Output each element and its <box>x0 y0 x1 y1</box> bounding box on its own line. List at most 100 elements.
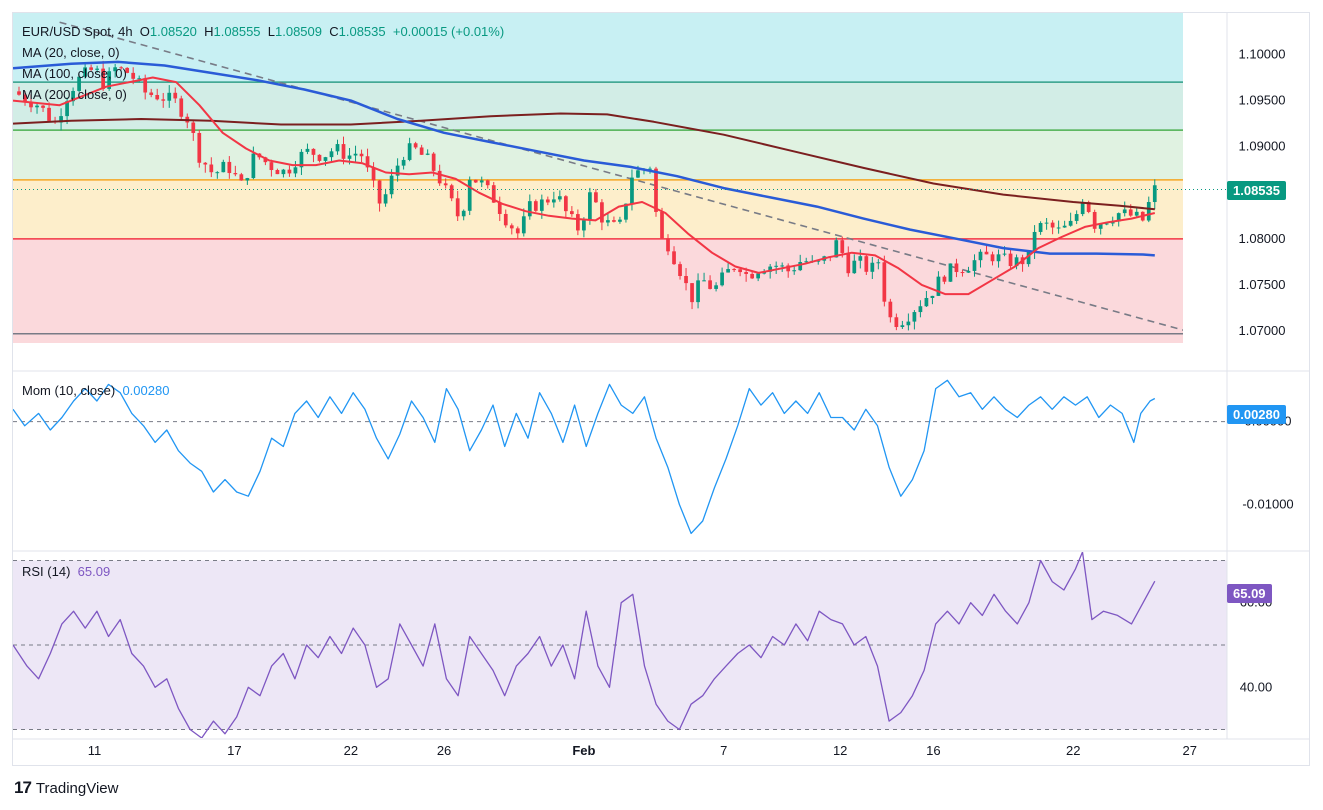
footer-branding[interactable]: 17 TradingView <box>14 778 118 798</box>
candle-body <box>858 256 863 261</box>
candle-body <box>341 144 346 159</box>
candle-body <box>41 105 45 108</box>
candle-body <box>113 67 118 72</box>
price-axis-tick: 1.09000 <box>1239 139 1286 154</box>
time-axis-tick: 26 <box>437 743 451 758</box>
candle-body <box>479 180 484 183</box>
candle-body <box>377 180 382 204</box>
rsi-legend[interactable]: RSI (14) 65.09 <box>22 564 110 579</box>
candle-body <box>654 168 658 212</box>
candle-body <box>1032 231 1037 251</box>
candle-body <box>311 148 316 155</box>
candle-body <box>59 116 63 123</box>
fib-zone-0 <box>13 13 1183 83</box>
candle-body <box>299 151 304 168</box>
candle-body <box>840 240 845 253</box>
candle-body <box>1062 225 1067 228</box>
candle-body <box>383 194 388 204</box>
time-axis-tick: 16 <box>926 743 940 758</box>
time-axis-tick: 27 <box>1182 743 1196 758</box>
candle-body <box>101 68 106 89</box>
candle-body <box>588 192 592 221</box>
candle-body <box>281 169 286 175</box>
candle-body <box>227 161 232 174</box>
rsi-label: RSI (14) <box>22 564 71 579</box>
candle-body <box>545 199 550 203</box>
candle-body <box>1116 213 1121 222</box>
candle-body <box>551 199 556 203</box>
low-value: 1.08509 <box>275 24 322 39</box>
candle-body <box>816 260 821 262</box>
candle-body <box>744 272 748 274</box>
candle-body <box>918 306 923 313</box>
candle-body <box>768 266 773 272</box>
time-axis-tick: 12 <box>833 743 847 758</box>
footer-brand-text: TradingView <box>35 779 119 797</box>
header-legend: EUR/USD Spot, 4h O1.08520 H1.08555 L1.08… <box>22 24 504 39</box>
candle-body <box>425 153 430 155</box>
candle-body <box>1098 223 1103 229</box>
candle-body <box>401 159 406 166</box>
candle-body <box>521 216 526 234</box>
candle-body <box>149 92 154 95</box>
trend-line <box>59 21 1183 331</box>
candle-body <box>1002 253 1007 255</box>
change-value: +0.00015 (+0.01%) <box>392 24 505 39</box>
candle-body <box>269 162 274 171</box>
candle-body <box>17 91 21 95</box>
candle-body <box>449 185 454 199</box>
candle-body <box>179 98 184 117</box>
candle-body <box>455 198 460 217</box>
candle-body <box>443 183 448 186</box>
ma20-legend[interactable]: MA (20, close, 0) <box>22 45 120 60</box>
candle-body <box>708 280 712 289</box>
candle-body <box>323 157 328 161</box>
candle-body <box>1074 214 1079 221</box>
candle-body <box>287 169 292 174</box>
time-axis-tick: 11 <box>88 743 102 758</box>
candle-body <box>557 196 562 200</box>
price-axis-tick: 1.10000 <box>1239 46 1286 61</box>
rsi-axis-tick: 40.00 <box>1240 679 1273 694</box>
candle-body <box>245 178 250 181</box>
candle-body <box>131 72 136 79</box>
high-value: 1.08555 <box>213 24 261 39</box>
candle-body <box>1080 202 1085 215</box>
candle-body <box>960 272 965 274</box>
candle-body <box>161 99 166 101</box>
candle-body <box>503 213 508 226</box>
candle-body <box>1026 250 1031 265</box>
last-price-tag: 1.08535 <box>1227 181 1286 200</box>
price-axis-tick: 1.09500 <box>1239 93 1286 108</box>
candle-body <box>527 201 532 217</box>
candle-body <box>1008 253 1013 267</box>
close-value: 1.08535 <box>338 24 386 39</box>
candle-body <box>563 196 568 212</box>
rsi-value: 65.09 <box>77 564 111 579</box>
candle-body <box>696 280 700 303</box>
candle-body <box>1044 222 1049 224</box>
candle-body <box>1068 220 1073 226</box>
candle-body <box>137 78 142 80</box>
candle-body <box>173 92 178 99</box>
momentum-legend[interactable]: Mom (10, close) 0.00280 <box>22 383 169 398</box>
candle-body <box>353 153 358 156</box>
candle-body <box>251 153 256 179</box>
rsi-line <box>13 552 1156 738</box>
candle-body <box>702 280 706 282</box>
candle-body <box>473 179 478 183</box>
ma200-line <box>13 112 1155 211</box>
candle-body <box>533 201 538 211</box>
time-axis-tick: 17 <box>227 743 241 758</box>
candle-body <box>335 144 340 152</box>
candle-body <box>317 154 322 161</box>
candle-body <box>726 269 730 273</box>
candle-body <box>1056 227 1061 229</box>
candle-body <box>714 285 718 289</box>
candle-body <box>167 92 172 101</box>
ma100-legend[interactable]: MA (100, close, 0) <box>22 66 127 81</box>
ma200-legend[interactable]: MA (200, close, 0) <box>22 87 127 102</box>
candle-body <box>275 170 280 175</box>
candle-body <box>780 265 785 267</box>
